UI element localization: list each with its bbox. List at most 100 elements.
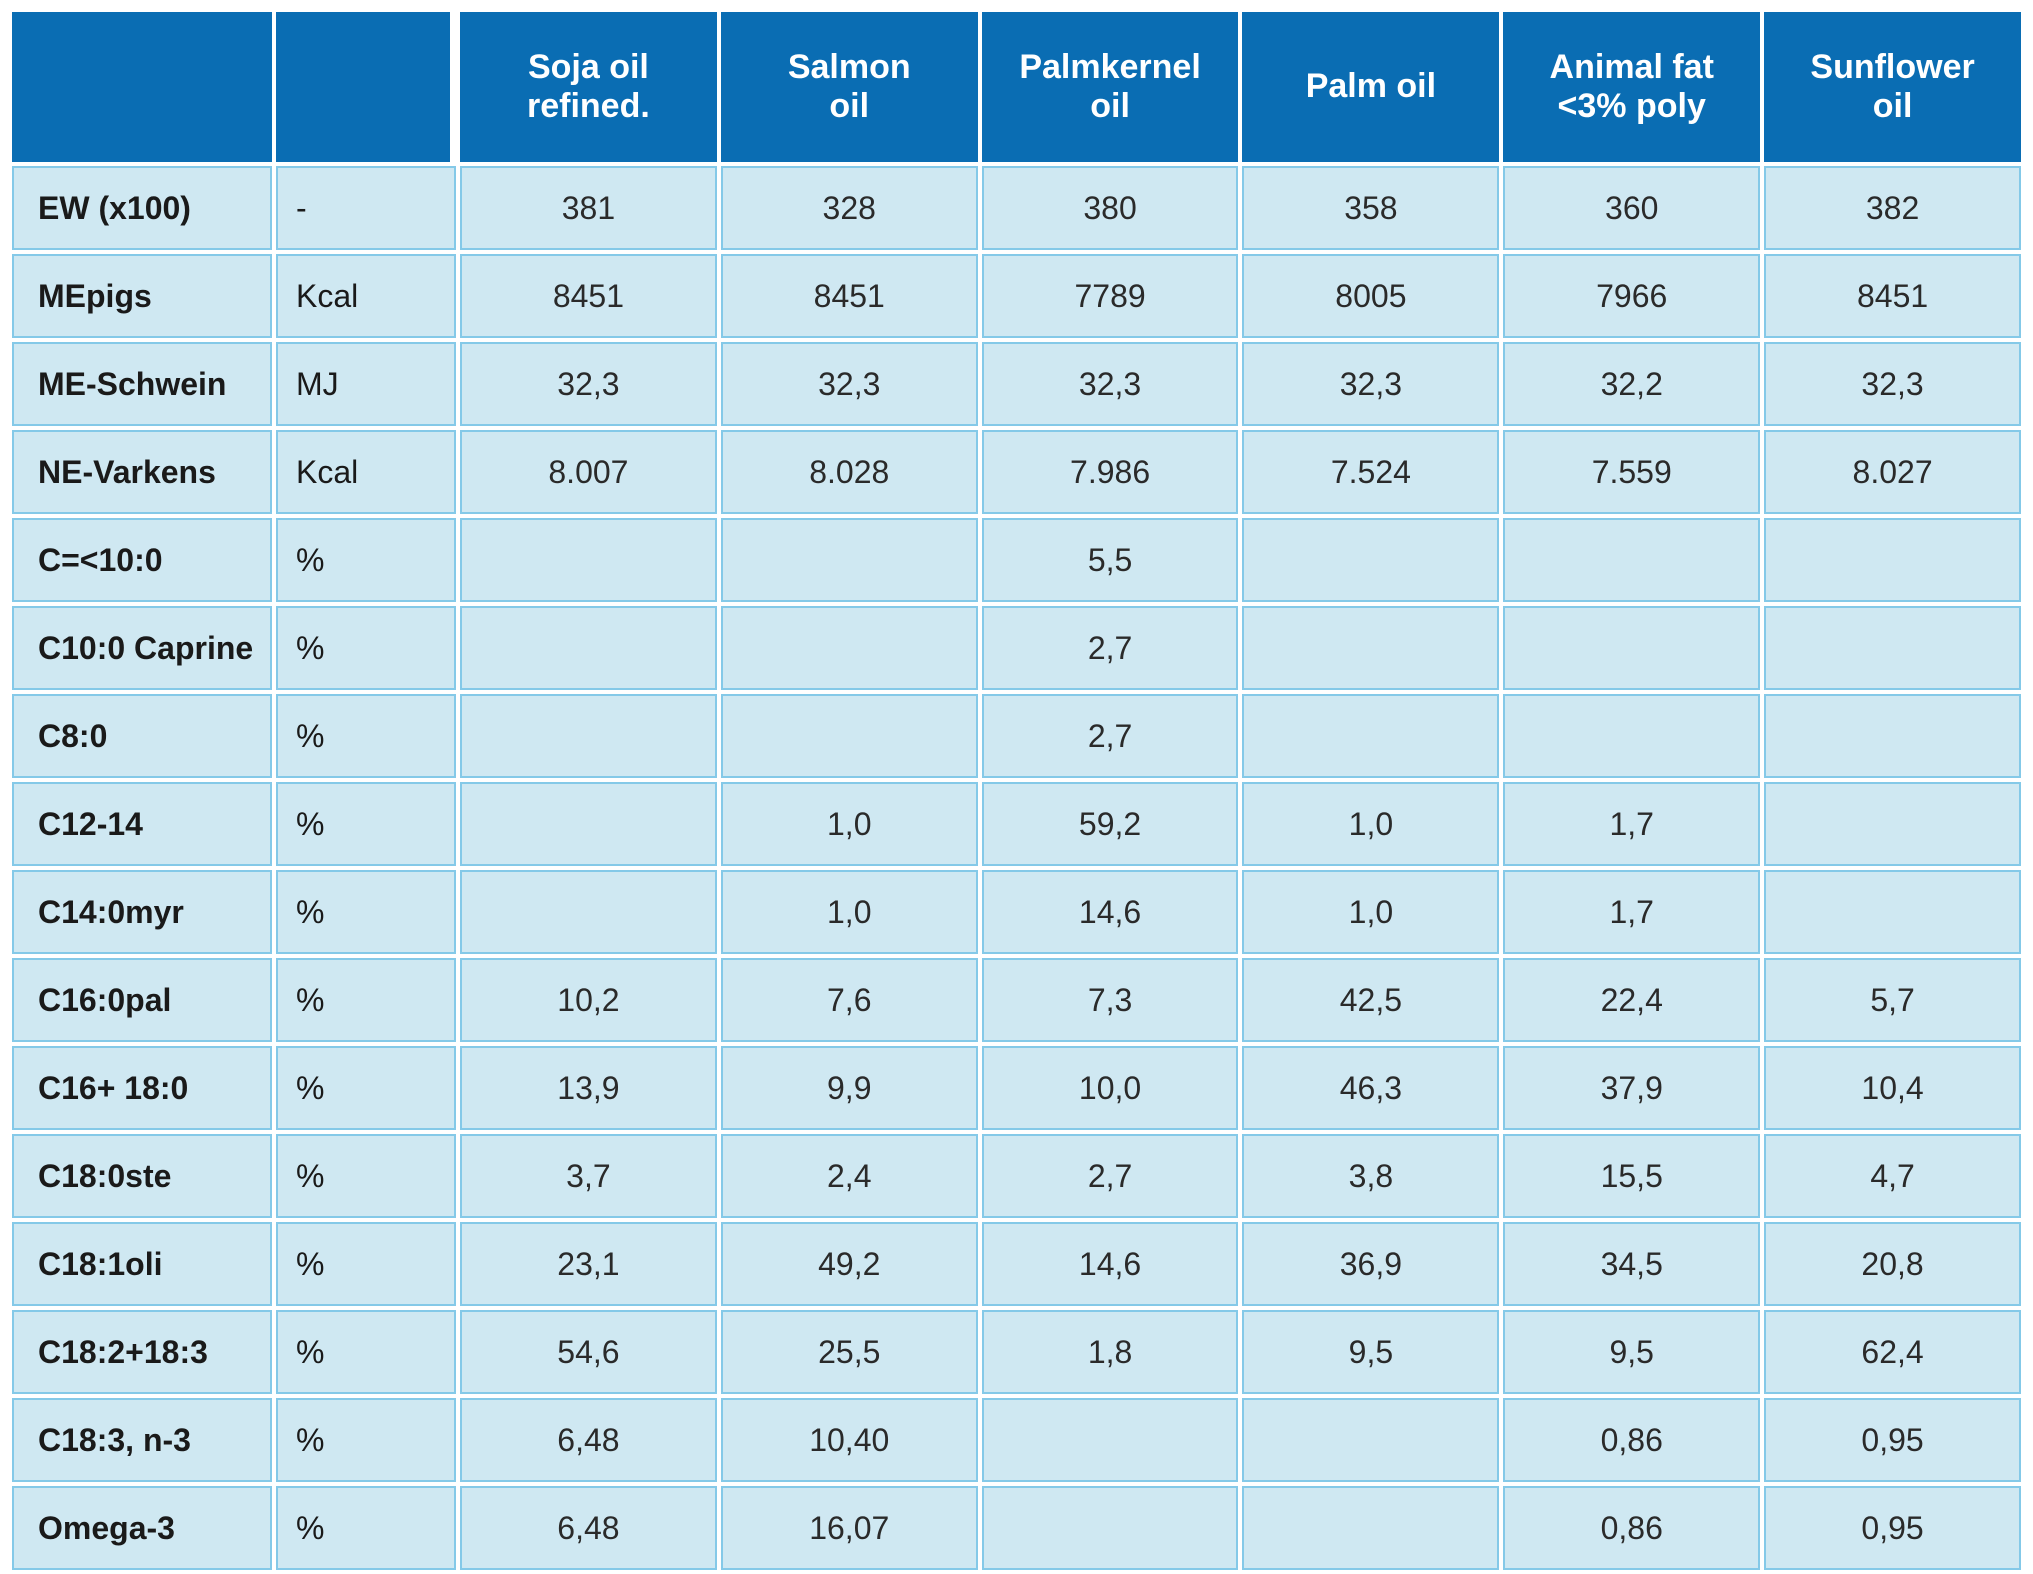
row-unit: %	[276, 1134, 456, 1218]
header-text: Sunflower	[1764, 48, 2021, 87]
cell-value: 46,3	[1242, 1046, 1499, 1130]
cell-value	[1242, 518, 1499, 602]
cell-value: 16,07	[721, 1486, 978, 1570]
cell-value: 9,5	[1242, 1310, 1499, 1394]
cell-value: 7.986	[982, 430, 1239, 514]
header-col-palmkernel: Palmkernel oil	[982, 12, 1239, 162]
cell-value: 382	[1764, 166, 2021, 250]
row-unit: %	[276, 1222, 456, 1306]
cell-value: 1,8	[982, 1310, 1239, 1394]
row-label: C10:0 Caprine	[12, 606, 272, 690]
row-label: MEpigs	[12, 254, 272, 338]
header-text: Palmkernel	[982, 48, 1239, 87]
cell-value	[460, 694, 717, 778]
row-unit: %	[276, 1046, 456, 1130]
cell-value: 6,48	[460, 1398, 717, 1482]
row-unit: %	[276, 694, 456, 778]
cell-value: 8.007	[460, 430, 717, 514]
row-label: Omega-3	[12, 1486, 272, 1570]
cell-value: 1,7	[1503, 782, 1760, 866]
row-label: C16+ 18:0	[12, 1046, 272, 1130]
header-text: oil	[982, 87, 1239, 126]
cell-value: 3,7	[460, 1134, 717, 1218]
cell-value: 3,8	[1242, 1134, 1499, 1218]
cell-value: 23,1	[460, 1222, 717, 1306]
row-unit: %	[276, 958, 456, 1042]
cell-value	[982, 1486, 1239, 1570]
cell-value: 34,5	[1503, 1222, 1760, 1306]
table-row: Omega-3%6,4816,070,860,95	[12, 1486, 2021, 1570]
cell-value	[1242, 606, 1499, 690]
cell-value: 360	[1503, 166, 1760, 250]
header-text: oil	[1764, 87, 2021, 126]
cell-value	[1764, 694, 2021, 778]
row-label: C18:0ste	[12, 1134, 272, 1218]
cell-value: 1,0	[1242, 870, 1499, 954]
cell-value	[1764, 870, 2021, 954]
cell-value: 0,95	[1764, 1398, 2021, 1482]
cell-value: 0,86	[1503, 1398, 1760, 1482]
cell-value: 8451	[460, 254, 717, 338]
cell-value: 358	[1242, 166, 1499, 250]
row-unit: Kcal	[276, 430, 456, 514]
cell-value	[1503, 694, 1760, 778]
header-text: oil	[721, 87, 978, 126]
cell-value: 1,0	[1242, 782, 1499, 866]
row-unit: %	[276, 870, 456, 954]
row-label: C18:1oli	[12, 1222, 272, 1306]
cell-value: 54,6	[460, 1310, 717, 1394]
table-row: C8:0%2,7	[12, 694, 2021, 778]
cell-value: 36,9	[1242, 1222, 1499, 1306]
cell-value: 10,4	[1764, 1046, 2021, 1130]
table-row: MEpigsKcal845184517789800579668451	[12, 254, 2021, 338]
header-text: Soja oil	[460, 48, 717, 87]
cell-value	[1242, 694, 1499, 778]
cell-value: 32,2	[1503, 342, 1760, 426]
row-label: NE-Varkens	[12, 430, 272, 514]
row-unit: -	[276, 166, 456, 250]
header-text: Salmon	[721, 48, 978, 87]
header-col-sunflower: Sunflower oil	[1764, 12, 2021, 162]
table-row: C18:1oli%23,149,214,636,934,520,8	[12, 1222, 2021, 1306]
cell-value: 2,7	[982, 606, 1239, 690]
cell-value: 7.559	[1503, 430, 1760, 514]
table-row: C18:0ste%3,72,42,73,815,54,7	[12, 1134, 2021, 1218]
cell-value	[460, 870, 717, 954]
cell-value: 37,9	[1503, 1046, 1760, 1130]
row-unit: %	[276, 782, 456, 866]
header-col-animalfat: Animal fat <3% poly	[1503, 12, 1760, 162]
table-row: C16:0pal%10,27,67,342,522,45,7	[12, 958, 2021, 1042]
cell-value	[1764, 606, 2021, 690]
row-unit: %	[276, 606, 456, 690]
cell-value: 381	[460, 166, 717, 250]
cell-value: 8451	[721, 254, 978, 338]
cell-value: 380	[982, 166, 1239, 250]
cell-value: 10,0	[982, 1046, 1239, 1130]
cell-value: 4,7	[1764, 1134, 2021, 1218]
oil-composition-table: Soja oil refined. Salmon oil Palmkernel …	[8, 8, 2025, 1574]
row-unit: %	[276, 1310, 456, 1394]
header-text: Palm oil	[1242, 67, 1499, 106]
cell-value: 0,86	[1503, 1486, 1760, 1570]
cell-value: 5,7	[1764, 958, 2021, 1042]
header-text: <3% poly	[1503, 87, 1760, 126]
row-label: C12-14	[12, 782, 272, 866]
cell-value	[1503, 518, 1760, 602]
cell-value: 9,9	[721, 1046, 978, 1130]
cell-value	[1242, 1486, 1499, 1570]
cell-value	[460, 606, 717, 690]
cell-value: 0,95	[1764, 1486, 2021, 1570]
table-row: C10:0 Caprine% 2,7	[12, 606, 2021, 690]
table-body: EW (x100)-381328380358360382MEpigsKcal84…	[12, 166, 2021, 1570]
cell-value: 32,3	[982, 342, 1239, 426]
table-row: C16+ 18:0%13,99,910,046,337,910,4	[12, 1046, 2021, 1130]
cell-value: 6,48	[460, 1486, 717, 1570]
table-header: Soja oil refined. Salmon oil Palmkernel …	[12, 12, 2021, 162]
cell-value	[982, 1398, 1239, 1482]
cell-value	[721, 518, 978, 602]
cell-value: 7789	[982, 254, 1239, 338]
row-label: C16:0pal	[12, 958, 272, 1042]
cell-value: 8.028	[721, 430, 978, 514]
row-label: C8:0	[12, 694, 272, 778]
cell-value: 42,5	[1242, 958, 1499, 1042]
